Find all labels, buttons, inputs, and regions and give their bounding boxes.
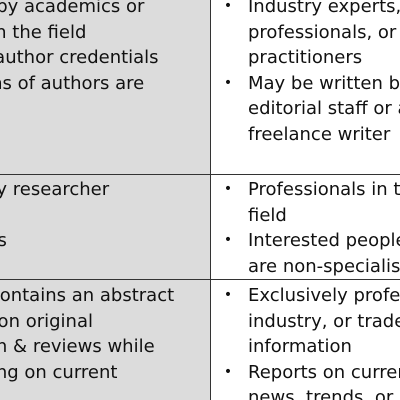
text-line: Exclusively profes [248, 285, 400, 306]
text-line: nding on current [0, 361, 118, 383]
row-divider [0, 174, 400, 175]
text-line: ts in the field [0, 21, 87, 43]
right-column-background [211, 0, 400, 400]
row-divider [0, 279, 400, 280]
bullet-icon: • [223, 363, 233, 380]
bullet-icon: • [223, 0, 233, 14]
bullet-icon: • [223, 232, 233, 248]
text-line: news, trends, or [248, 387, 394, 400]
table-cell-left-row-3: le contains an abstract rts on original … [0, 283, 174, 400]
text-line: le contains an abstract [0, 285, 175, 306]
bullet-icon: • [223, 287, 233, 303]
text-line: Reports on curren [248, 361, 400, 383]
text-line: lty [0, 203, 109, 229]
text-line: practitioners [248, 47, 363, 68]
column-divider [210, 0, 211, 400]
bullet-icon: • [223, 74, 233, 91]
text-line: en by academics or [0, 0, 145, 17]
table-cell-left-row-2: larly researcher lty ents [0, 177, 109, 254]
text-line: professionals, or [248, 21, 397, 43]
table-cell-left-row-1: en by academics or ts in the field es au… [0, 0, 159, 96]
text-line: rts on original [0, 310, 93, 332]
text-line: industry, or trade [248, 310, 400, 332]
text-line: ries [0, 385, 174, 400]
text-line: freelance writer [248, 123, 391, 145]
text-line: information [248, 336, 352, 357]
left-column-background [0, 0, 210, 400]
text-line: ents [0, 230, 7, 251]
text-line: larly researcher [0, 179, 110, 200]
text-line: Professionals in th [248, 179, 400, 200]
text-line: es author credentials [0, 47, 159, 68]
text-line: editorial staff or a [248, 98, 400, 119]
bullet-icon: • [223, 181, 233, 197]
text-line: May be written by [248, 72, 400, 94]
text-line: Industry experts, [248, 0, 400, 17]
text-line: tions of authors are [0, 72, 145, 94]
text-line: are non-specialist [248, 255, 400, 277]
text-line: arch & reviews while [0, 336, 155, 357]
text-line: field [248, 204, 287, 226]
text-line: Interested people [248, 230, 400, 251]
